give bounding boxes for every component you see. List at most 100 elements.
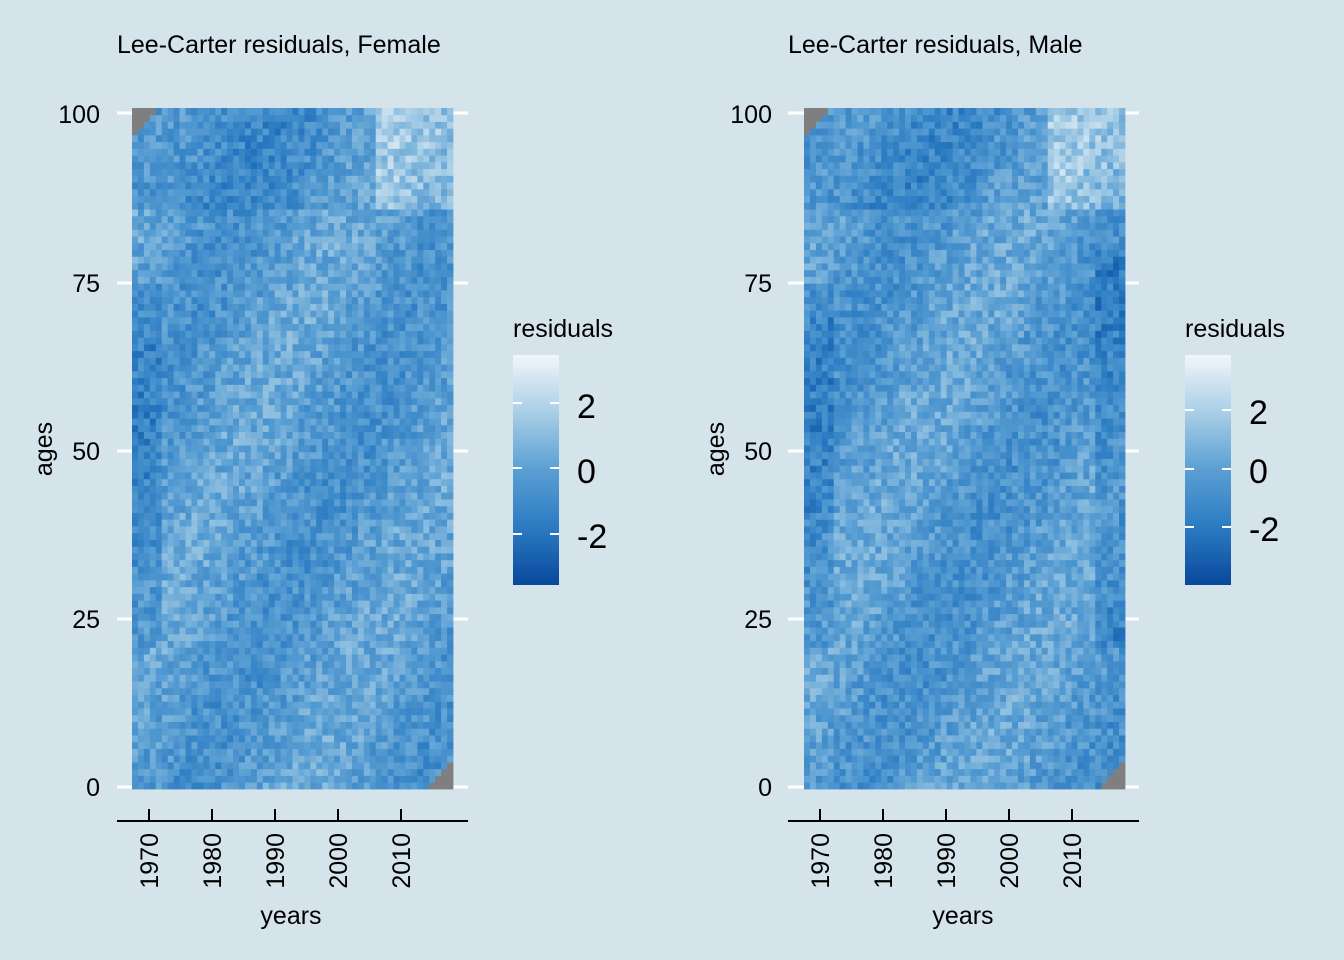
heatmap-cell [417,613,424,621]
heatmap-cell [351,654,359,662]
heatmap-cell [363,714,371,722]
heatmap-cell [411,175,418,183]
heatmap-cell [286,128,293,136]
heatmap-cell [197,579,204,588]
heatmap-cell [405,505,412,513]
heatmap-cell [262,667,270,675]
heatmap-cell [221,411,228,419]
heatmap-cell [191,694,198,702]
heatmap-cell [191,640,198,648]
heatmap-cell [369,667,377,675]
heatmap-cell [399,182,406,190]
heatmap-cell [334,741,341,749]
heatmap-cell [137,492,145,500]
heatmap-cell [322,478,329,486]
heatmap-cell [256,121,264,129]
heatmap-cell [215,404,222,412]
heatmap-cell [203,303,210,311]
heatmap-cell [369,175,377,183]
heatmap-cell [215,215,222,224]
heatmap-cell [310,391,317,399]
heatmap-cell [233,674,240,682]
heatmap-cell [155,546,163,554]
heatmap-cell [405,741,412,749]
heatmap-cell [185,269,192,277]
heatmap-cell [215,438,222,446]
heatmap-cell [155,317,163,325]
heatmap-cell [375,485,383,493]
heatmap-cell [221,397,228,406]
heatmap-cell [310,451,317,460]
heatmap-cell [274,121,282,129]
heatmap-cell [280,681,287,689]
heatmap-cell [173,330,180,338]
heatmap-cell [185,161,192,170]
heatmap-cell [346,317,353,325]
heatmap-cell [399,539,406,547]
heatmap-cell [280,458,287,466]
heatmap-cell [143,755,151,763]
heatmap-cell [357,741,365,749]
heatmap-cell [316,357,323,365]
heatmap-cell [197,620,204,628]
heatmap-cell [197,714,204,722]
heatmap-cell [417,397,424,406]
heatmap-cell [381,620,389,628]
heatmap-cell [375,478,383,486]
heatmap-cell [209,290,216,298]
heatmap-cell [203,728,210,736]
heatmap-cell [340,472,347,480]
heatmap-cell [393,424,400,433]
heatmap-cell [227,458,234,466]
heatmap-cell [411,735,418,743]
heatmap-cell [203,593,210,601]
heatmap-cell [411,458,418,466]
heatmap-cell [167,532,175,540]
heatmap-cell [351,741,359,749]
heatmap-cell [191,377,198,385]
heatmap-cell [363,674,371,682]
heatmap-cell [155,633,163,642]
heatmap-cell [209,108,216,116]
heatmap-cell [239,438,246,446]
heatmap-cell [149,741,157,749]
heatmap-cell [280,708,287,716]
heatmap-cell [375,674,383,682]
heatmap-cell [328,141,335,149]
heatmap-cell [328,701,335,709]
heatmap-cell [274,647,282,655]
heatmap-cell [215,546,222,554]
heatmap-cell [346,526,353,534]
heatmap-cell [262,566,270,574]
heatmap-cell [393,161,400,170]
heatmap-cell [137,512,145,520]
heatmap-cell [143,229,151,237]
heatmap-cell [393,445,400,453]
heatmap-cell [405,121,412,129]
heatmap-cell [351,593,359,601]
heatmap-cell [340,343,347,352]
heatmap-cell [179,175,186,183]
heatmap-cell [227,276,234,284]
heatmap-cell [393,735,400,743]
heatmap-cell [244,613,252,621]
heatmap-cell [209,364,216,372]
heatmap-cell [417,687,424,695]
heatmap-cell [369,202,377,210]
heatmap-cell [369,714,377,722]
heatmap-cell [262,108,270,116]
heatmap-cell [197,546,204,554]
heatmap-cell [268,660,276,669]
heatmap-cell [256,499,264,507]
heatmap-cell [262,438,270,446]
heatmap-cell [304,613,311,621]
heatmap-cell [132,337,139,345]
heatmap-cell [387,728,394,736]
heatmap-cell [417,573,424,581]
heatmap-cell [185,431,192,439]
heatmap-cell [161,755,169,763]
heatmap-cell [167,451,175,460]
heatmap-cell [304,600,311,608]
heatmap-cell [244,155,252,163]
heatmap-cell [334,391,341,399]
